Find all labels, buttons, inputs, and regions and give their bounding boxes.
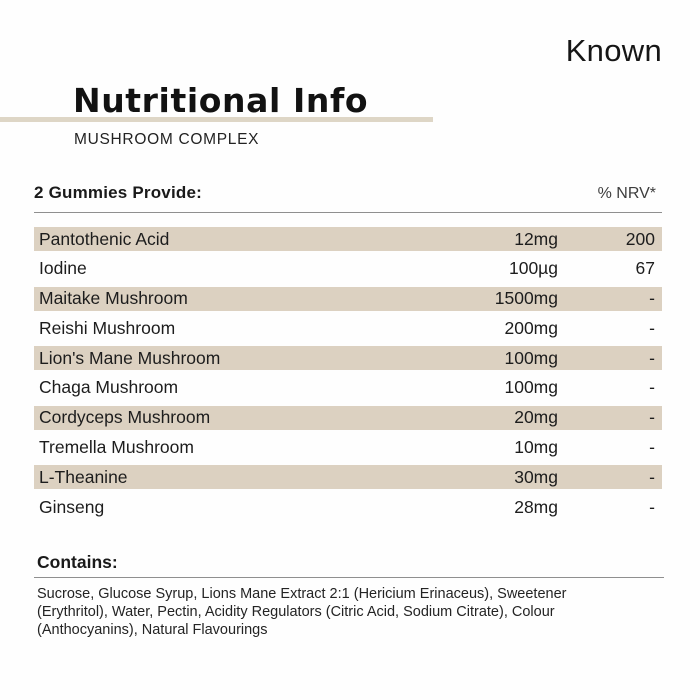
ingredient-nrv: - — [649, 496, 655, 517]
table-row: L-Theanine 30mg - — [34, 465, 662, 490]
ingredient-amount: 20mg — [514, 407, 558, 428]
ingredient-amount: 30mg — [514, 466, 558, 487]
table-row: Tremella Mushroom 10mg - — [34, 436, 662, 460]
contains-label: Contains: — [37, 552, 118, 572]
ingredient-nrv: - — [649, 466, 655, 487]
ingredient-name: Chaga Mushroom — [39, 377, 179, 398]
ingredient-amount: 100mg — [504, 377, 558, 398]
ingredient-name: Pantothenic Acid — [39, 228, 170, 249]
ingredient-amount: 12mg — [514, 228, 558, 249]
table-row: Iodine 100µg 67 — [34, 257, 662, 281]
ingredient-amount: 200mg — [504, 317, 558, 338]
ingredient-amount: 1500mg — [494, 288, 558, 309]
ingredient-amount: 10mg — [514, 437, 558, 458]
table-row: Chaga Mushroom 100mg - — [34, 376, 662, 400]
ingredient-nrv: - — [649, 288, 655, 309]
ingredient-name: Reishi Mushroom — [39, 317, 176, 338]
ingredient-name: L-Theanine — [39, 466, 128, 487]
ingredient-name: Tremella Mushroom — [39, 437, 194, 458]
ingredient-nrv: - — [649, 317, 655, 338]
ingredient-nrv: 67 — [635, 258, 655, 279]
ingredient-amount: 100mg — [504, 347, 558, 368]
ingredient-amount: 28mg — [514, 496, 558, 517]
ingredient-nrv: - — [649, 437, 655, 458]
ingredient-amount: 100µg — [508, 258, 558, 279]
table-row: Reishi Mushroom 200mg - — [34, 316, 662, 340]
ingredient-nrv: - — [649, 407, 655, 428]
page-title: Nutritional Info — [73, 81, 369, 120]
table-row: Pantothenic Acid 12mg 200 — [34, 227, 662, 251]
table-row: Ginseng 28mg - — [34, 495, 662, 519]
ingredients-text: Sucrose, Glucose Syrup, Lions Mane Extra… — [37, 586, 567, 638]
ingredient-nrv: - — [649, 377, 655, 398]
ingredient-name: Maitake Mushroom — [39, 288, 188, 309]
ingredient-name: Iodine — [39, 258, 87, 279]
table-row: Cordyceps Mushroom 20mg - — [34, 405, 662, 430]
ingredient-nrv: - — [649, 347, 655, 368]
contains-divider — [34, 577, 664, 578]
product-subtitle: MUSHROOM COMPLEX — [74, 131, 260, 148]
table-row: Maitake Mushroom 1500mg - — [34, 286, 662, 311]
ingredient-name: Ginseng — [39, 496, 105, 517]
nrv-column-label: % NRV* — [597, 185, 656, 202]
nutrition-rows: Pantothenic Acid 12mg 200 Iodine 100µg 67 Mait… — [34, 227, 662, 525]
ingredient-name: Lion's Mane Mushroom — [39, 347, 221, 368]
ingredient-nrv: 200 — [625, 228, 655, 249]
table-header: 2 Gummies Provide: % NRV* — [34, 183, 662, 213]
title-underline — [0, 117, 433, 122]
brand-logo: Known — [565, 33, 662, 68]
table-row: Lion's Mane Mushroom 100mg - — [34, 346, 662, 371]
serving-label: 2 Gummies Provide: — [34, 183, 202, 202]
ingredient-name: Cordyceps Mushroom — [39, 407, 211, 428]
